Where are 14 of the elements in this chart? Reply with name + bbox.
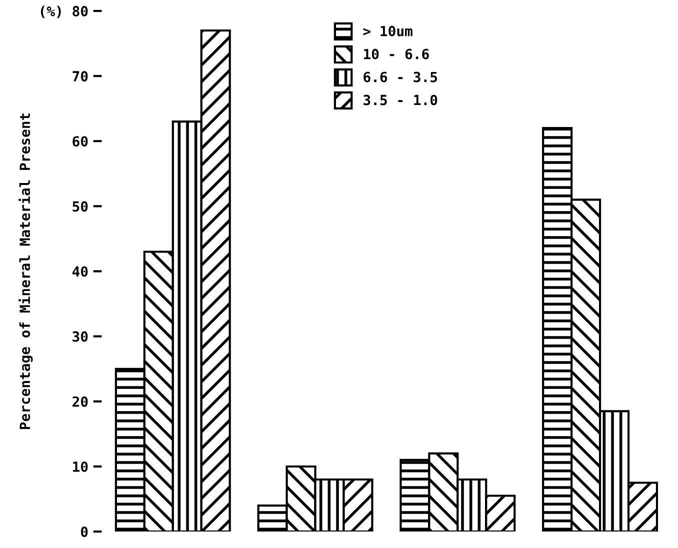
y-tick-label: 10 [73,461,88,472]
legend-label: 6.6 - 3.5 [364,72,438,82]
y-tick-label: 70 [72,71,88,82]
legend-label: 3.5 - 1.0 [364,94,438,106]
y-tick-label: 30 [72,331,88,342]
y-tick-label: 20 [72,396,88,407]
y-tick-label: (%) 80 [40,6,88,18]
y-axis-title: Percentage of Mineral Material Present [18,113,33,430]
y-tick-label: 50 [72,201,88,212]
y-tick-label: 40 [72,266,88,277]
legend-label: 10 - 6.6 [364,48,429,60]
legend-label: > 10um [363,26,412,36]
y-tick-label: 0 [80,526,88,538]
y-tick-label: 60 [72,136,88,147]
